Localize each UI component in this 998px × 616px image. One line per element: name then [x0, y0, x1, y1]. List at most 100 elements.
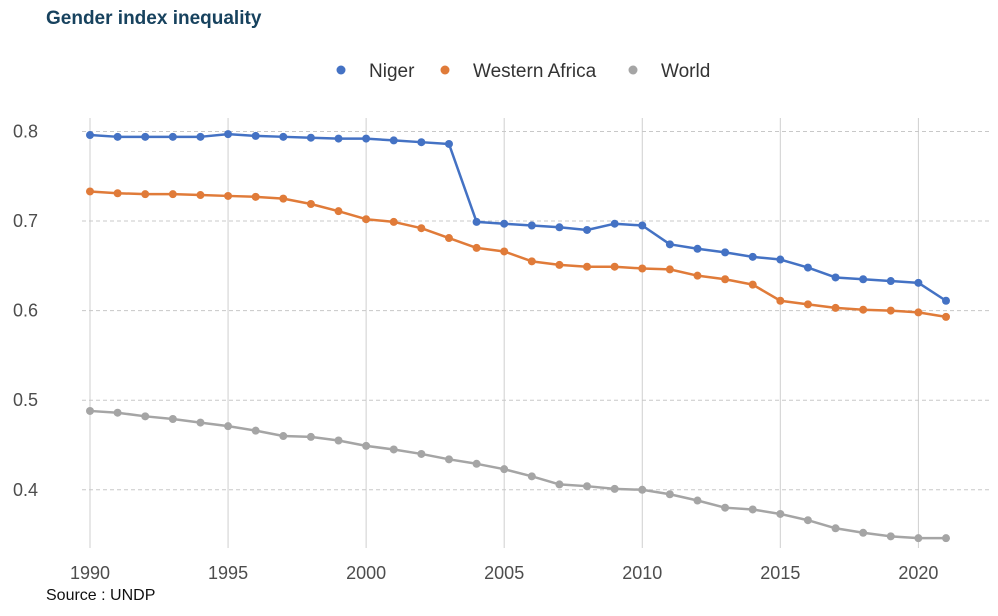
- legend: Niger Western Africa World: [336, 61, 710, 82]
- data-point: [362, 441, 371, 450]
- data-point: [693, 496, 702, 505]
- data-point: [859, 275, 868, 284]
- x-tick-label: 2020: [898, 563, 938, 583]
- data-point: [638, 485, 647, 494]
- data-point: [141, 190, 150, 199]
- data-point: [251, 426, 260, 435]
- data-point: [389, 136, 398, 145]
- data-point: [831, 524, 840, 533]
- data-point: [886, 306, 895, 315]
- data-point: [721, 248, 730, 257]
- x-tick-label: 2015: [760, 563, 800, 583]
- series-line: [89, 409, 946, 540]
- data-point: [306, 432, 315, 441]
- data-point: [665, 265, 674, 274]
- y-tick-label: 0.5: [13, 390, 38, 410]
- data-point: [583, 225, 592, 234]
- y-tick-label: 0.7: [13, 211, 38, 231]
- data-point: [279, 432, 288, 441]
- data-point: [914, 308, 923, 317]
- data-point: [196, 132, 205, 141]
- data-point: [389, 445, 398, 454]
- legend-label: Niger: [369, 61, 415, 82]
- x-tick-label: 1990: [70, 563, 110, 583]
- data-point: [113, 408, 122, 417]
- data-point: [693, 244, 702, 253]
- data-point: [472, 243, 481, 252]
- data-point: [279, 194, 288, 203]
- data-point: [914, 278, 923, 287]
- data-point: [942, 296, 950, 305]
- data-point: [168, 132, 177, 141]
- data-point: [831, 273, 840, 282]
- x-tick-label: 2010: [622, 563, 662, 583]
- data-point: [776, 509, 785, 518]
- data-point: [362, 215, 371, 224]
- data-point: [113, 189, 122, 198]
- data-point: [113, 132, 122, 141]
- data-point: [942, 312, 950, 321]
- data-point: [693, 271, 702, 280]
- data-point: [610, 219, 619, 228]
- data-point: [914, 534, 923, 543]
- data-point: [610, 484, 619, 493]
- data-point: [279, 132, 288, 141]
- data-point: [86, 131, 94, 140]
- data-point: [638, 264, 647, 273]
- data-point: [417, 224, 426, 233]
- y-tick-label: 0.6: [13, 301, 38, 321]
- data-point: [555, 260, 564, 269]
- data-point: [224, 422, 233, 431]
- data-point: [776, 296, 785, 305]
- data-point: [665, 490, 674, 499]
- data-point: [334, 207, 343, 216]
- axis-layer: 1990 1995 2000 2005 2010 2015 2020 0.4 0.5 0.6 0.7…: [13, 121, 938, 583]
- data-point: [748, 280, 757, 289]
- source-note: Source : UNDP: [46, 587, 156, 604]
- data-point: [168, 415, 177, 423]
- data-point: [472, 217, 481, 226]
- data-point: [721, 503, 730, 512]
- data-point: [886, 532, 895, 541]
- data-point: [224, 191, 233, 200]
- chart-title: Gender index inequality: [46, 8, 262, 29]
- data-point: [527, 257, 536, 266]
- legend-marker: [440, 65, 450, 75]
- x-tick-label: 2000: [346, 563, 386, 583]
- data-point: [748, 505, 757, 514]
- data-point: [527, 472, 536, 481]
- data-point: [334, 134, 343, 143]
- data-point: [721, 275, 730, 284]
- data-point: [417, 138, 426, 147]
- data-point: [251, 131, 260, 140]
- data-point: [444, 455, 453, 464]
- x-tick-label: 1995: [208, 563, 248, 583]
- legend-label: Western Africa: [473, 61, 597, 82]
- grid-layer: [82, 118, 990, 548]
- data-point: [500, 465, 509, 474]
- data-point: [831, 303, 840, 312]
- y-tick-label: 0.8: [13, 121, 38, 141]
- data-point: [444, 234, 453, 243]
- data-point: [141, 132, 150, 141]
- data-point: [306, 133, 315, 142]
- data-point: [141, 412, 150, 421]
- data-point: [527, 221, 536, 230]
- data-point: [859, 305, 868, 314]
- data-point: [886, 277, 895, 286]
- data-point: [665, 240, 674, 249]
- data-point: [500, 247, 509, 256]
- y-tick-label: 0.4: [13, 480, 38, 500]
- legend-label: World: [661, 61, 710, 82]
- series-line: [89, 132, 947, 302]
- data-point: [389, 217, 398, 226]
- data-point: [251, 192, 260, 201]
- data-point: [583, 482, 592, 491]
- x-tick-label: 2005: [484, 563, 524, 583]
- data-point: [196, 418, 205, 427]
- data-point: [444, 139, 453, 148]
- data-point: [776, 255, 785, 264]
- data-point: [638, 221, 647, 230]
- data-point: [472, 459, 481, 468]
